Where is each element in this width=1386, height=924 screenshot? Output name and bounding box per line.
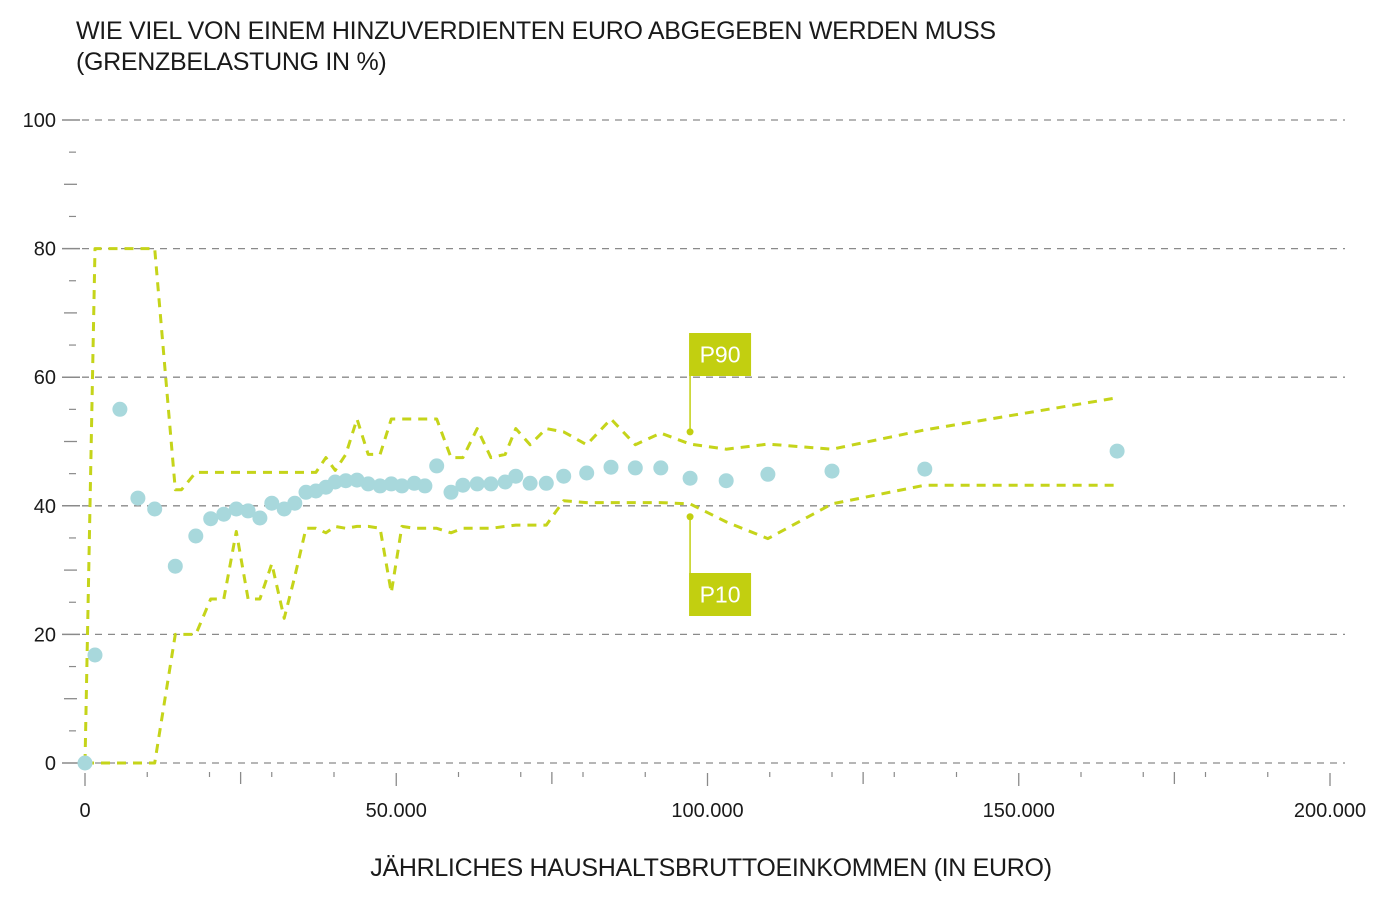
y-tick-label: 80 bbox=[34, 239, 56, 261]
line-p10 bbox=[85, 483, 1118, 765]
annotation-badge bbox=[689, 333, 752, 376]
median-point bbox=[112, 401, 128, 417]
median-point bbox=[240, 503, 256, 519]
median-point bbox=[522, 475, 538, 491]
y-axis: 0 20 40 60 80 100 bbox=[23, 110, 80, 775]
annotation-label: P90 bbox=[700, 342, 741, 368]
median-point bbox=[130, 490, 146, 506]
median-point bbox=[917, 461, 933, 477]
annotation-marker bbox=[686, 513, 694, 521]
median-point bbox=[508, 468, 524, 484]
median-point bbox=[203, 511, 219, 527]
gridlines bbox=[82, 119, 1345, 764]
median-point bbox=[760, 466, 776, 482]
annotation-p10: P10 bbox=[686, 513, 752, 616]
median-point bbox=[556, 468, 572, 484]
median-point bbox=[372, 478, 388, 494]
y-tick-label: 60 bbox=[34, 367, 56, 389]
median-point bbox=[469, 476, 485, 492]
median-point bbox=[443, 484, 459, 500]
median-point bbox=[287, 495, 303, 511]
median-point bbox=[1109, 443, 1125, 459]
median-point bbox=[417, 478, 433, 494]
median-point bbox=[167, 558, 183, 574]
median-point bbox=[87, 647, 103, 663]
median-point bbox=[228, 501, 244, 517]
median-point bbox=[538, 475, 554, 491]
median-point bbox=[682, 470, 698, 486]
chart-title-block: WIE VIEL VON EINEM HINZUVERDIENTEN EURO … bbox=[76, 16, 996, 78]
median-point bbox=[252, 510, 268, 526]
median-point bbox=[653, 460, 669, 476]
line-p90 bbox=[83, 247, 1118, 764]
median-points bbox=[77, 401, 1125, 771]
median-point bbox=[338, 473, 354, 489]
annotation-marker bbox=[686, 428, 694, 436]
y-tick-label: 0 bbox=[45, 753, 56, 775]
median-point bbox=[483, 476, 499, 492]
x-tick-label: 200.000 bbox=[1294, 800, 1366, 822]
annotation-badge bbox=[689, 573, 752, 616]
percentile-lines bbox=[83, 247, 1118, 765]
y-tick-label: 20 bbox=[34, 624, 56, 646]
median-point bbox=[188, 528, 204, 544]
x-axis-label: JÄHRLICHES HAUSHALTSBRUTTOEINKOMMEN (IN … bbox=[370, 854, 1051, 882]
annotations: P90 P10 bbox=[686, 333, 752, 616]
x-axis: 0 50.000 100.000 150.000 200.000 bbox=[79, 772, 1366, 822]
median-point bbox=[216, 506, 232, 522]
median-point bbox=[264, 495, 280, 511]
x-tick-label: 150.000 bbox=[983, 800, 1055, 822]
median-point bbox=[718, 473, 734, 489]
chart-subtitle: (GRENZBELASTUNG IN %) bbox=[76, 48, 387, 76]
median-point bbox=[360, 476, 376, 492]
median-point bbox=[394, 478, 410, 494]
x-tick-label: 50.000 bbox=[366, 800, 427, 822]
median-point bbox=[603, 459, 619, 475]
y-tick-label: 40 bbox=[34, 496, 56, 518]
annotation-label: P10 bbox=[700, 582, 741, 608]
y-tick-label: 100 bbox=[23, 110, 56, 132]
chart-title: WIE VIEL VON EINEM HINZUVERDIENTEN EURO … bbox=[76, 17, 996, 45]
median-point bbox=[429, 458, 445, 474]
x-tick-label: 100.000 bbox=[671, 800, 743, 822]
median-point bbox=[824, 463, 840, 479]
median-point bbox=[627, 460, 643, 476]
median-point bbox=[455, 477, 471, 493]
median-point bbox=[579, 465, 595, 481]
median-point bbox=[147, 501, 163, 517]
median-point bbox=[77, 755, 93, 771]
annotation-p90: P90 bbox=[686, 333, 752, 436]
x-tick-label: 0 bbox=[79, 800, 90, 822]
